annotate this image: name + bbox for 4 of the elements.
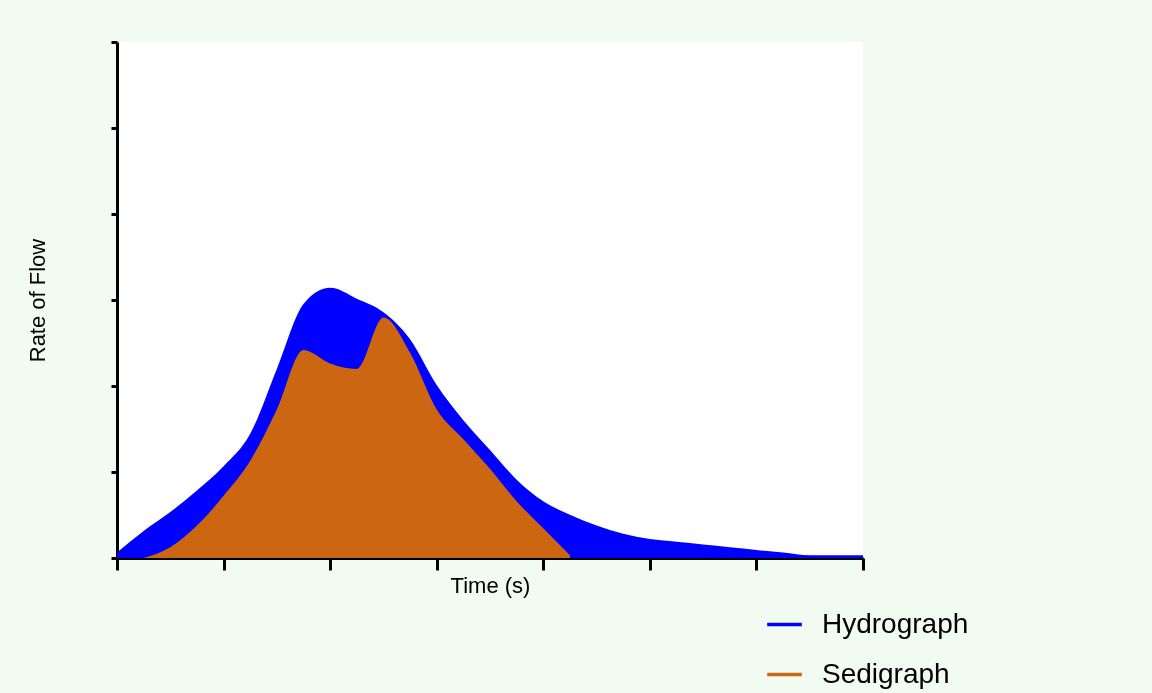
x-axis-title: Time (s) <box>450 573 531 598</box>
legend-label: Sedigraph <box>822 657 950 689</box>
y-axis-title: Rate of Flow <box>25 238 50 363</box>
legend-label: Hydrograph <box>822 607 969 639</box>
